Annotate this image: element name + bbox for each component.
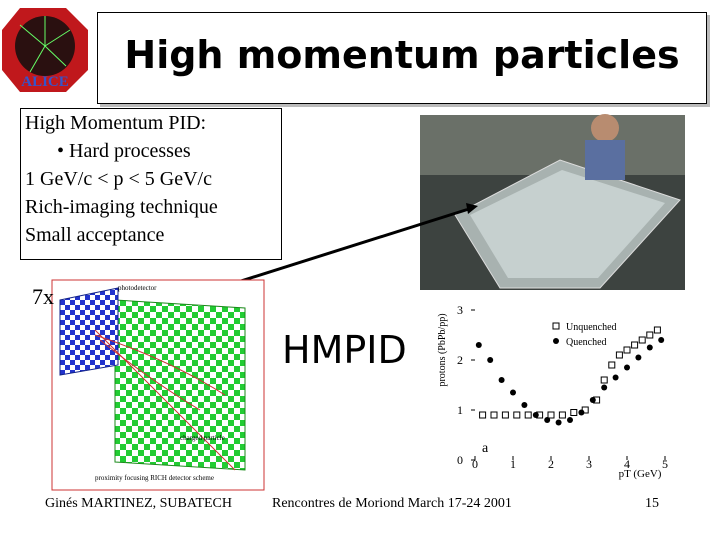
marker xyxy=(498,377,505,383)
marker xyxy=(578,409,585,416)
y-tick-label: 3 xyxy=(457,303,463,317)
text-line: 1 GeV/c < p < 5 GeV/c xyxy=(25,168,212,190)
marker xyxy=(631,341,639,349)
marker xyxy=(544,417,551,423)
hmpid-label: HMPID xyxy=(282,328,407,372)
diagram-label: proximity focusing RICH detector scheme xyxy=(95,474,214,482)
marker xyxy=(658,337,665,343)
marker xyxy=(608,361,616,369)
x-tick-label: 2 xyxy=(548,457,554,471)
text-box: High Momentum PID: • Hard processes 1 Ge… xyxy=(20,108,282,260)
y-tick-label: 2 xyxy=(457,353,463,367)
marker xyxy=(547,411,555,419)
title-box: High momentum particles xyxy=(97,12,707,104)
x-axis-label: pT (GeV) xyxy=(619,468,662,480)
marker xyxy=(615,351,623,359)
marker xyxy=(601,384,608,391)
x-tick-label: 1 xyxy=(510,457,516,471)
marker xyxy=(475,342,482,348)
legend-label: Unquenched xyxy=(566,322,617,333)
marker xyxy=(521,402,528,408)
marker xyxy=(635,354,642,361)
marker xyxy=(501,411,509,419)
annotation: a xyxy=(482,441,489,456)
x-tick-label: 3 xyxy=(586,457,592,471)
logo-text: ALICE xyxy=(21,74,69,90)
marker xyxy=(653,326,661,334)
magnification-label: 7x xyxy=(32,284,54,309)
marker xyxy=(623,346,631,354)
marker xyxy=(600,376,608,384)
legend-label: Quenched xyxy=(566,337,607,348)
logo: ALICE xyxy=(2,8,88,92)
text-line: Small acceptance xyxy=(25,224,165,246)
diagram-label: charged particle xyxy=(180,434,225,442)
y-tick-label: 0 xyxy=(457,453,463,467)
marker xyxy=(532,412,539,418)
footer-event: Rencontres de Moriond March 17-24 2001 xyxy=(272,496,512,511)
marker xyxy=(490,411,498,419)
marker xyxy=(638,336,646,344)
text-line: • Hard processes xyxy=(57,140,191,162)
legend-marker xyxy=(552,322,560,330)
plot: protons (PbPb/pp) pT (GeV) a 0 1 2 3 0 1 2 3 4 5 U… xyxy=(428,300,684,480)
y-axis-label: protons (PbPb/pp) xyxy=(437,313,448,386)
diagram-label: photodetector xyxy=(118,284,157,292)
marker xyxy=(487,357,494,363)
marker xyxy=(612,374,619,381)
marker xyxy=(589,397,596,403)
marker xyxy=(558,411,566,419)
marker xyxy=(567,417,573,423)
marker xyxy=(624,364,630,371)
marker xyxy=(513,411,521,419)
marker xyxy=(524,411,532,419)
x-tick-label: 5 xyxy=(662,457,668,471)
marker xyxy=(646,344,653,351)
x-tick-label: 4 xyxy=(624,457,630,471)
text-line: High Momentum PID: xyxy=(25,112,207,134)
arrowhead xyxy=(466,203,478,214)
marker xyxy=(510,389,516,396)
legend-marker xyxy=(553,338,559,344)
footer-author: Ginés MARTINEZ, SUBATECH xyxy=(45,496,232,511)
marker xyxy=(570,409,578,416)
marker xyxy=(555,419,562,426)
rich-diagram: photodetector charged particle proximity… xyxy=(51,279,265,491)
photo xyxy=(420,114,685,290)
y-tick-label: 1 xyxy=(457,403,463,417)
title: High momentum particles xyxy=(124,33,680,77)
text-line: Rich-imaging technique xyxy=(25,196,218,218)
page-number: 15 xyxy=(645,496,659,511)
marker xyxy=(646,331,654,339)
x-tick-label: 0 xyxy=(472,457,478,471)
marker xyxy=(479,411,487,419)
